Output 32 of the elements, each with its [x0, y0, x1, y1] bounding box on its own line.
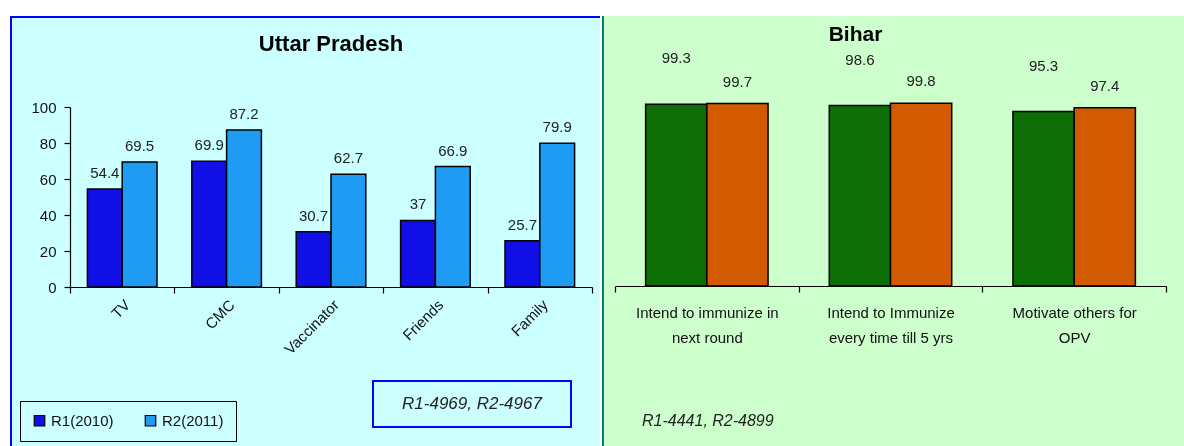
chart-title: Uttar Pradesh [258, 31, 404, 56]
data-label: 25.7 [507, 215, 537, 233]
data-label: 69.5 [125, 136, 155, 154]
data-label: 99.8 [906, 72, 936, 90]
data-label: 99.7 [722, 72, 753, 90]
chart-title: Bihar [828, 22, 883, 46]
y-tick-label: 100 [31, 98, 57, 116]
text: R1-4441, R2-4899 [642, 411, 774, 431]
y-tick-label: 20 [39, 242, 57, 260]
data-label: 95.3 [1028, 56, 1059, 74]
data-label: 69.9 [194, 136, 224, 154]
x-tick-label: Intend to Immunize every time till 5 yrs [827, 303, 955, 346]
data-label: 98.6 [845, 50, 875, 68]
data-label: 37 [409, 195, 427, 213]
data-label: 97.4 [1090, 76, 1120, 94]
text: R1-4969, R2-4967 [372, 380, 572, 428]
y-tick-label: 60 [39, 170, 57, 188]
x-tick-label: Motivate others for OPV [1012, 303, 1137, 346]
legend-label: R2(2011) [162, 411, 224, 429]
data-label: 87.2 [229, 105, 259, 123]
legend-label: R1(2010) [51, 411, 114, 429]
data-label: 54.4 [90, 164, 120, 182]
data-label: 62.7 [333, 149, 363, 167]
data-label: 99.3 [661, 49, 691, 67]
data-label: 79.9 [542, 118, 572, 136]
y-tick-label: 40 [39, 206, 57, 224]
x-tick-label: TV [107, 296, 134, 322]
y-tick-label: 80 [39, 134, 57, 152]
data-label: 30.7 [299, 206, 329, 224]
x-tick-label: Intend to immunize in next round [636, 303, 779, 346]
y-tick-label: 0 [48, 278, 57, 296]
data-label: 66.9 [438, 141, 468, 159]
